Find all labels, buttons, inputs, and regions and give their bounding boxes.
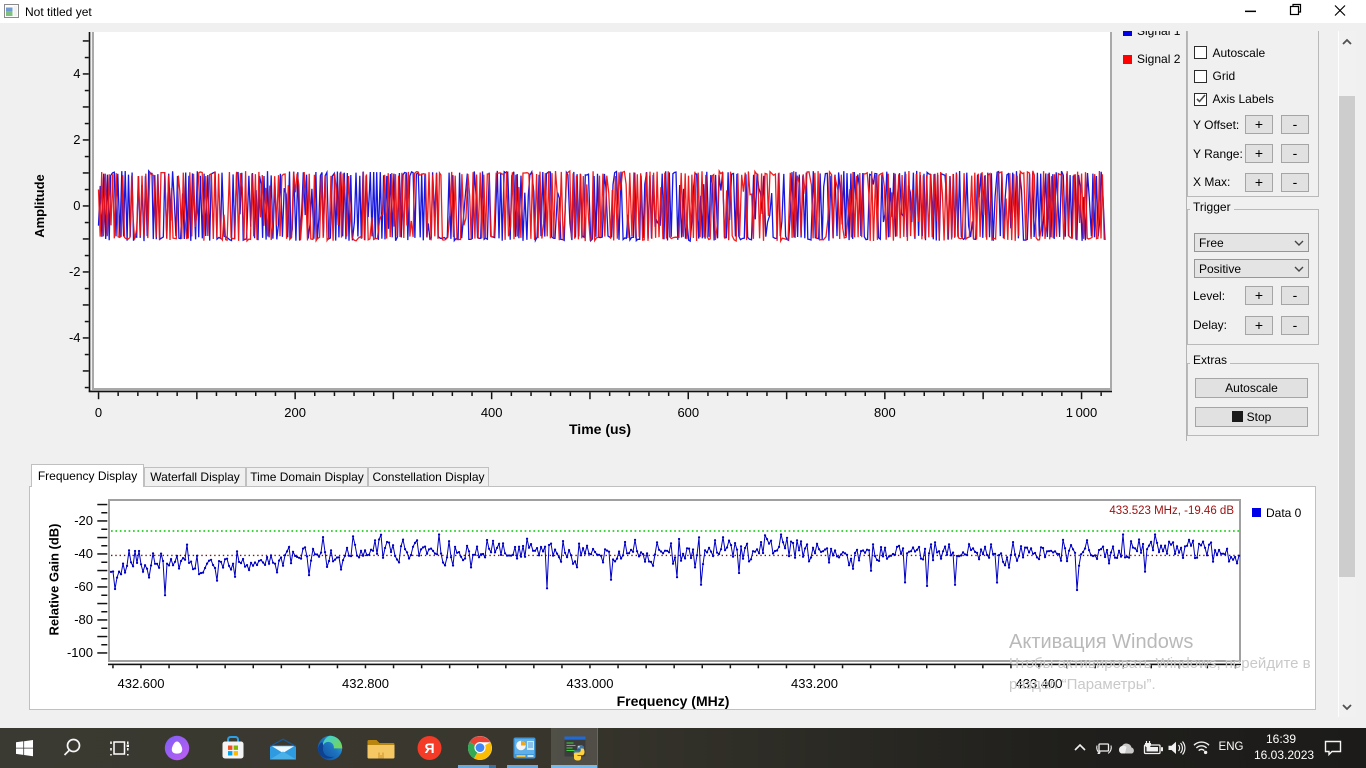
svg-text:Я: Я — [424, 740, 434, 756]
